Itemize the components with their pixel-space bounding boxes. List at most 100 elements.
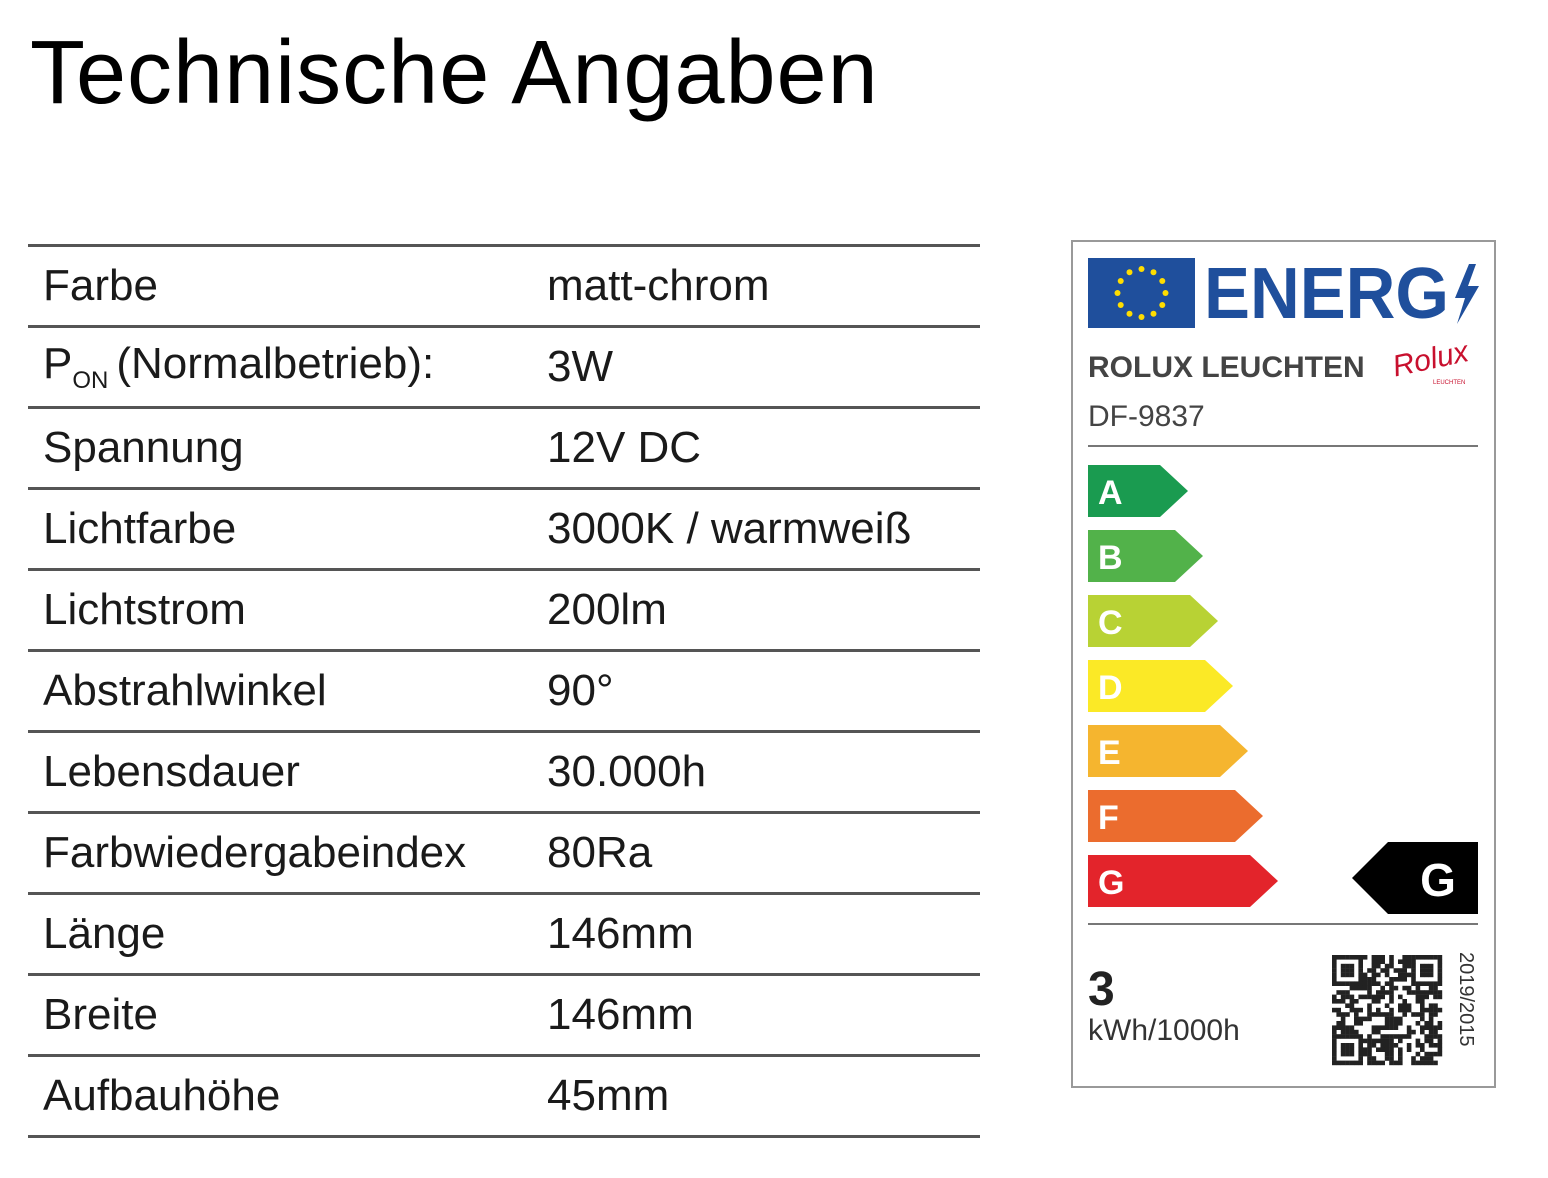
qr-module (1402, 985, 1407, 991)
spec-label: Abstrahlwinkel (28, 650, 547, 733)
qr-module (1349, 999, 1355, 1004)
class-bar (1088, 725, 1248, 777)
qr-module (1358, 955, 1363, 960)
qr-module (1345, 1043, 1350, 1048)
qr-module (1332, 1043, 1337, 1048)
qr-module (1428, 1012, 1434, 1017)
qr-module (1428, 1003, 1434, 1008)
spec-label: Lichtfarbe (28, 488, 547, 571)
qr-module (1358, 977, 1363, 982)
star (1159, 302, 1166, 308)
spec-row: Abstrahlwinkel 90° (28, 650, 980, 733)
qr-module (1398, 1060, 1403, 1066)
qr-module (1389, 985, 1394, 991)
qr-module (1428, 955, 1434, 960)
qr-module (1433, 1034, 1438, 1039)
qr-module (1371, 963, 1377, 969)
qr-module (1354, 999, 1359, 1004)
qr-module (1406, 1034, 1412, 1039)
qr-module (1384, 990, 1390, 995)
qr-module (1358, 985, 1363, 991)
qr-module (1424, 1007, 1429, 1013)
star (1150, 269, 1157, 276)
qr-module (1398, 977, 1403, 982)
qr-module (1420, 1012, 1425, 1017)
qr-module (1437, 1007, 1443, 1013)
qr-module (1349, 981, 1355, 986)
qr-module (1398, 959, 1403, 964)
qr-module (1354, 955, 1359, 960)
qr-module (1433, 1012, 1438, 1017)
qr-module (1340, 1060, 1346, 1066)
qr-module (1420, 972, 1425, 978)
spec-label: Aufbauhöhe (28, 1055, 547, 1138)
qr-module (1393, 1060, 1399, 1066)
qr-module (1415, 994, 1421, 1000)
qr-module (1433, 981, 1438, 986)
qr-module (1367, 1034, 1372, 1039)
brand: ROLUX LEUCHTEN (1088, 351, 1365, 384)
spec-label: Farbe (28, 245, 547, 328)
qr-module (1389, 994, 1394, 1000)
qr-module (1393, 1021, 1399, 1026)
qr-module (1406, 1003, 1412, 1008)
class-letter: B (1098, 539, 1123, 577)
spec-value: 3W (547, 326, 980, 409)
star (1126, 269, 1133, 276)
spec-label: Breite (28, 974, 547, 1057)
spec-row: Lichtfarbe 3000K / warmweiß (28, 488, 980, 571)
qr-module (1420, 981, 1425, 986)
qr-module (1332, 977, 1337, 982)
qr-module (1380, 1012, 1385, 1017)
qr-module (1367, 1003, 1372, 1008)
qr-module (1376, 981, 1381, 986)
qr-module (1411, 977, 1416, 982)
consumption-unit: kWh/1000h (1088, 1014, 1240, 1047)
qr-module (1398, 1056, 1403, 1061)
qr-module (1415, 1051, 1421, 1057)
qr-module (1380, 1060, 1385, 1066)
qr-module (1389, 1007, 1394, 1013)
qr-module (1384, 1034, 1390, 1039)
qr-module (1384, 1012, 1390, 1017)
qr-module (1362, 977, 1368, 982)
qr-module (1349, 994, 1355, 1000)
qr-module (1332, 1029, 1337, 1035)
qr-module (1358, 1056, 1363, 1061)
qr-module (1406, 955, 1412, 960)
qr-module (1380, 985, 1385, 991)
qr-module (1371, 968, 1377, 973)
qr-module (1420, 1056, 1425, 1061)
qr-module (1336, 1025, 1341, 1030)
qr-module (1437, 994, 1443, 1000)
qr-module (1358, 968, 1363, 973)
qr-module (1345, 1047, 1350, 1052)
star (1117, 302, 1124, 308)
spec-row: Spannung 12V DC (28, 407, 980, 490)
qr-module (1362, 1047, 1368, 1052)
qr-module (1384, 1056, 1390, 1061)
qr-module (1437, 1021, 1443, 1026)
qr-module (1340, 1029, 1346, 1035)
qr-module (1371, 1012, 1377, 1017)
qr-module (1415, 1021, 1421, 1026)
qr-module (1367, 1016, 1372, 1022)
qr-module (1420, 999, 1425, 1004)
symbol: P (43, 339, 73, 388)
class-bar (1088, 790, 1263, 842)
qr-module (1376, 959, 1381, 964)
spec-value: 80Ra (547, 812, 980, 895)
qr-module (1371, 955, 1377, 960)
qr-module (1345, 1012, 1350, 1017)
qr-module (1424, 994, 1429, 1000)
qr-module (1332, 972, 1337, 978)
qr-module (1336, 1007, 1341, 1013)
spec-value: 146mm (547, 893, 980, 976)
qr-module (1354, 985, 1359, 991)
qr-module (1424, 1056, 1429, 1061)
qr-module (1393, 977, 1399, 982)
qr-module (1380, 990, 1385, 995)
qr-module (1349, 972, 1355, 978)
qr-module (1362, 972, 1368, 978)
